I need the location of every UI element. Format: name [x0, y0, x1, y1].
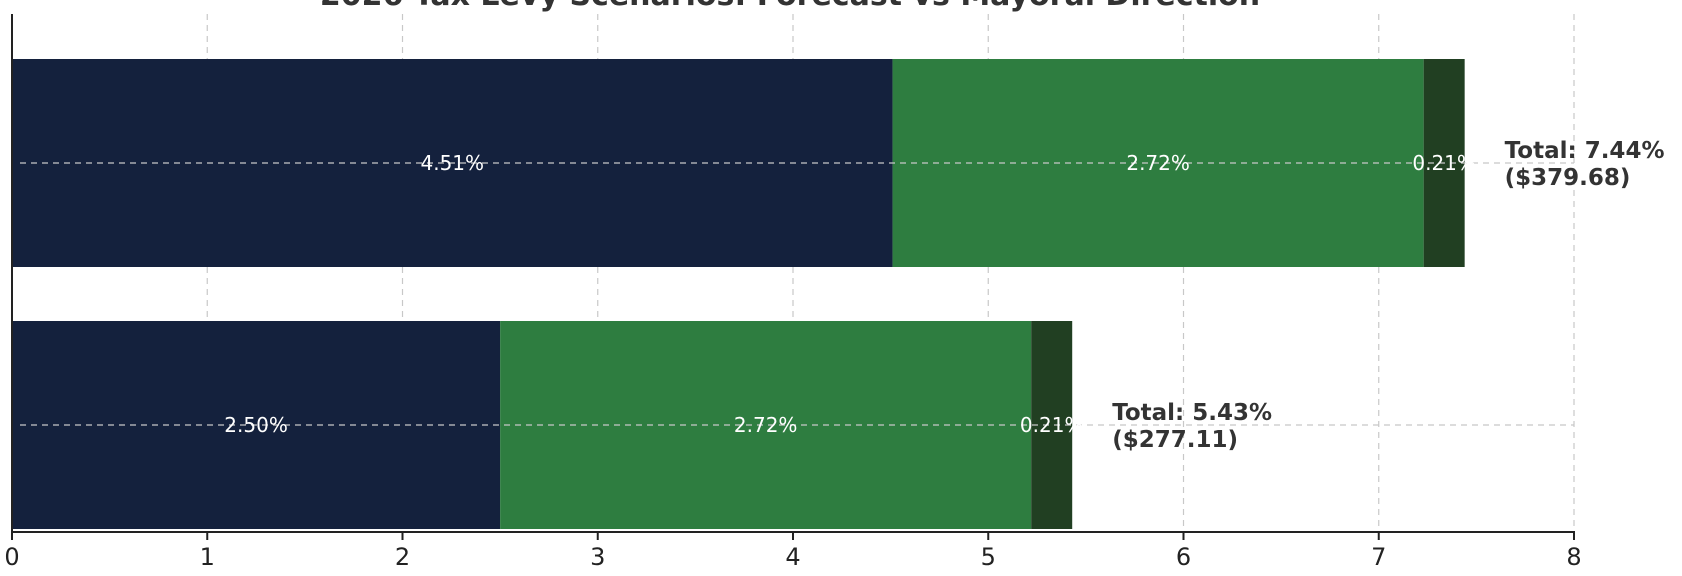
- segment-data-label: 2.50%: [224, 413, 288, 437]
- segment-data-label: 0.21%: [1020, 413, 1084, 437]
- total-annotation-line2: ($277.11): [1112, 427, 1238, 453]
- segment-data-label: 2.72%: [1126, 151, 1190, 175]
- x-tick-label: 0: [4, 543, 19, 571]
- labels-layer: 4.51% 2.72% 0.21% Total: 7.44%($379.68) 2.50…: [224, 138, 1664, 453]
- bars-layer: [12, 59, 1465, 529]
- chart-title: 2026 Tax Levy Scenarios: Forecast vs May…: [320, 0, 1260, 13]
- bar-segment: [500, 321, 1032, 529]
- horizontal-grid-layer: [20, 162, 1574, 426]
- x-tick-label: 5: [981, 543, 996, 571]
- x-tick-label: 4: [785, 543, 800, 571]
- axis-layer: 0 1 2 3 4 5 6 7 8: [4, 14, 1582, 571]
- x-tick-label: 7: [1371, 543, 1386, 571]
- x-tick-label: 1: [200, 543, 215, 571]
- segment-data-label: 4.51%: [421, 151, 485, 175]
- total-annotation-line1: Total: 7.44%: [1505, 138, 1665, 164]
- total-annotation-line1: Total: 5.43%: [1112, 400, 1272, 426]
- segment-data-label: 0.21%: [1412, 151, 1476, 175]
- x-tick-label: 6: [1176, 543, 1191, 571]
- x-tick-label: 2: [395, 543, 410, 571]
- total-annotation-line2: ($379.68): [1505, 165, 1631, 191]
- segment-data-label: 2.72%: [734, 413, 798, 437]
- x-tick-label: 8: [1566, 543, 1581, 571]
- x-tick-label: 3: [590, 543, 605, 571]
